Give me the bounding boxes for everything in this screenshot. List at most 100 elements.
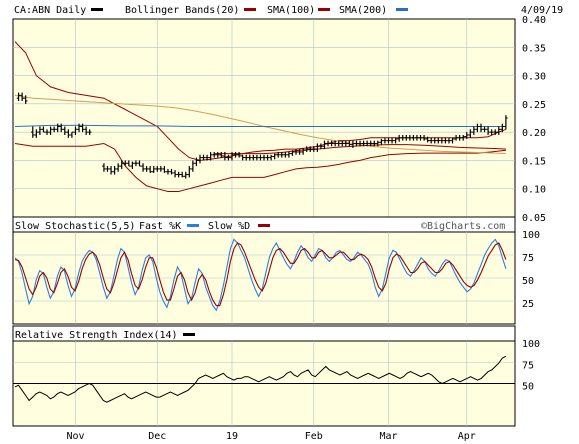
price-bar	[87, 129, 92, 135]
price-y-tick-label: 0.35	[522, 43, 546, 54]
price-bars	[16, 92, 508, 179]
price-bar	[294, 149, 298, 155]
price-y-tick-label: 0.10	[522, 185, 546, 196]
price-bar	[329, 140, 334, 147]
price-bar	[376, 140, 380, 147]
price-bar	[187, 166, 192, 178]
stochastic-title: Slow Stochastic(5,5)	[15, 221, 135, 232]
price-bar	[486, 126, 490, 135]
price-bar	[504, 115, 508, 130]
stochastic-lines	[14, 238, 507, 312]
price-bar	[457, 134, 462, 141]
price-bar	[116, 163, 120, 172]
stochastic-fast-label: Fast %K	[139, 221, 181, 232]
sma100-legend-swatch	[318, 8, 330, 11]
series-line-sma100	[214, 144, 506, 155]
price-bar	[20, 92, 24, 102]
price-bar	[183, 171, 188, 179]
price-bar	[397, 134, 401, 142]
price-bar	[80, 123, 85, 133]
price-bar	[425, 136, 430, 143]
rsi-panel: Relative Strength Index(14) 50 75 100	[12, 325, 540, 427]
price-bar	[290, 150, 295, 156]
price-grid	[13, 19, 515, 217]
price-bar	[436, 137, 441, 144]
price-bar	[198, 154, 202, 164]
price-bar	[400, 134, 405, 141]
price-bar	[173, 170, 177, 178]
price-bar	[70, 131, 74, 138]
price-bar	[112, 166, 117, 175]
price-bar	[411, 134, 416, 141]
stochastic-y-axis: 25 50 75 100	[522, 230, 540, 310]
stochastic-slow-label: Slow %D	[208, 221, 250, 232]
rsi-grid	[13, 341, 515, 426]
price-bar	[155, 166, 160, 172]
price-bar	[443, 137, 448, 144]
price-bar	[390, 137, 394, 144]
sma200-legend-label: SMA(200)	[339, 5, 387, 16]
price-bar	[479, 123, 483, 133]
price-bar	[262, 154, 266, 161]
price-y-tick-label: 0.30	[522, 72, 546, 83]
x-tick-label: Feb	[305, 431, 323, 442]
price-panel-frame	[12, 18, 516, 218]
price-bar	[358, 140, 362, 147]
series-line-bb_mid	[14, 124, 506, 127]
price-bar	[55, 123, 60, 133]
price-bar	[429, 137, 433, 144]
price-bar	[233, 151, 238, 158]
price-bar	[41, 126, 46, 133]
price-bar	[84, 126, 88, 135]
price-bar	[496, 126, 501, 135]
price-bar	[247, 154, 252, 161]
x-tick-label: Nov	[66, 431, 84, 442]
sma100-legend-label: SMA(100)	[267, 5, 315, 16]
bollinger-legend-label: Bollinger Bands(20)	[125, 5, 239, 16]
price-bar	[127, 160, 131, 167]
price-bar	[159, 166, 163, 172]
price-bar	[319, 143, 323, 150]
symbol-label: CA:ABN Daily	[14, 5, 86, 16]
price-bar	[454, 134, 458, 141]
price-bar	[73, 126, 78, 135]
rsi-y-tick-label: 50	[522, 382, 534, 393]
price-bar	[255, 154, 259, 161]
price-bar	[208, 151, 213, 161]
price-bar	[312, 146, 316, 152]
price-bar	[269, 154, 273, 161]
stochastic-panel: Slow Stochastic(5,5) Fast %K Slow %D ©Bi…	[12, 216, 540, 325]
sma200-legend-swatch	[396, 8, 408, 11]
price-bar	[283, 151, 288, 158]
price-bar	[468, 129, 473, 138]
stochastic-y-tick-label: 100	[522, 230, 540, 241]
stochastic-y-tick-label: 75	[522, 253, 534, 264]
x-tick-label: 19	[226, 431, 238, 442]
price-bar	[151, 166, 156, 173]
price-bar	[148, 166, 152, 173]
price-bar	[287, 151, 291, 158]
price-bar	[361, 140, 366, 147]
price-bar	[386, 137, 391, 144]
price-bar	[351, 140, 355, 148]
stochastic-fast-line	[14, 238, 507, 312]
price-bar	[333, 140, 337, 147]
price-bar	[59, 123, 64, 133]
header-legend: CA:ABN Daily Bollinger Bands(20) SMA(100…	[14, 5, 563, 16]
price-bar	[265, 154, 270, 161]
price-bar	[440, 137, 444, 144]
price-bar	[169, 168, 174, 175]
price-bar	[308, 146, 313, 152]
rsi-legend-swatch	[183, 333, 195, 336]
price-bar	[194, 157, 199, 167]
price-y-tick-label: 0.05	[522, 213, 546, 224]
price-bar	[404, 134, 409, 141]
price-bar	[418, 134, 423, 141]
price-bar	[63, 126, 67, 135]
stochastic-fast-swatch	[187, 224, 199, 227]
price-bar	[432, 137, 437, 144]
price-bar	[344, 140, 348, 147]
price-bar	[180, 171, 184, 178]
price-bar	[162, 166, 167, 173]
